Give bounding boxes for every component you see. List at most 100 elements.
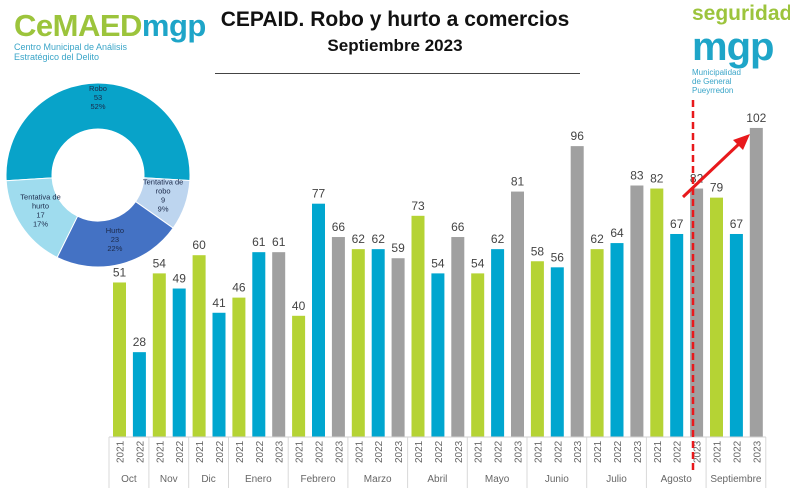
bar-Mayo-2021 bbox=[471, 273, 485, 437]
month-tick-label: Septiembre bbox=[710, 474, 762, 485]
logo-text-cemaed: CeMAED bbox=[14, 8, 142, 43]
logo-text-mgp: mgp bbox=[141, 8, 206, 43]
data-label: 54 bbox=[431, 256, 445, 270]
title-divider bbox=[215, 73, 580, 74]
bar-Dic-2022 bbox=[212, 312, 226, 437]
month-tick-label: Oct bbox=[121, 474, 137, 485]
bar-Julio-2023 bbox=[630, 185, 644, 437]
year-tick-label: 2021 bbox=[116, 440, 127, 463]
year-tick-label: 2022 bbox=[315, 440, 326, 463]
year-tick-label: 2022 bbox=[613, 440, 624, 463]
red-trend-arrow bbox=[681, 141, 742, 199]
year-tick-label: 2022 bbox=[732, 440, 743, 463]
logo-text-seguridad: seguridad bbox=[692, 2, 790, 25]
cemaed-logo: CeMAEDmgp Centro Municipal de Análisis E… bbox=[14, 8, 206, 63]
month-tick-label: Dic bbox=[201, 474, 215, 485]
year-tick-label: 2022 bbox=[434, 440, 445, 463]
data-label: 83 bbox=[630, 169, 644, 183]
bar-Oct-2021 bbox=[113, 282, 126, 437]
logo-sub-3: Pueyrredon bbox=[692, 86, 734, 95]
data-label: 40 bbox=[292, 299, 306, 313]
bar-Agosto-2021 bbox=[650, 188, 664, 437]
month-tick-label: Mayo bbox=[485, 474, 510, 485]
seguridad-mgp-logo: seguridad mgp Municipalidad de General P… bbox=[692, 2, 790, 95]
year-tick-label: 2023 bbox=[633, 440, 644, 463]
year-tick-label: 2021 bbox=[295, 440, 306, 463]
month-tick-label: Junio bbox=[545, 474, 569, 485]
data-label: 60 bbox=[192, 238, 206, 252]
donut-slice-hurto bbox=[56, 200, 174, 268]
bar-Abril-2022 bbox=[431, 273, 445, 437]
bar-Nov-2021 bbox=[152, 273, 166, 437]
year-tick-label: 2021 bbox=[414, 440, 425, 463]
year-tick-label: 2023 bbox=[334, 440, 345, 463]
bar-Enero-2021 bbox=[232, 297, 246, 437]
data-label: 102 bbox=[746, 111, 766, 125]
data-label: 62 bbox=[590, 232, 604, 246]
data-label: 54 bbox=[471, 256, 485, 270]
year-tick-label: 2023 bbox=[394, 440, 405, 463]
donut-label: Hurto 23 22% bbox=[106, 226, 124, 253]
year-tick-label: 2021 bbox=[155, 440, 166, 463]
year-tick-label: 2023 bbox=[454, 440, 465, 463]
year-tick-label: 2023 bbox=[573, 440, 584, 463]
data-label: 66 bbox=[451, 220, 465, 234]
bar-Marzo-2021 bbox=[351, 249, 365, 437]
year-tick-label: 2021 bbox=[195, 440, 206, 463]
donut-label: Tentativa de hurto 17 17% bbox=[20, 193, 60, 229]
data-label: 67 bbox=[670, 217, 684, 231]
data-label: 66 bbox=[332, 220, 346, 234]
donut-label: Robo 53 52% bbox=[89, 84, 107, 111]
year-tick-label: 2021 bbox=[653, 440, 664, 463]
month-tick-label: Nov bbox=[160, 474, 178, 485]
bar-Nov-2022 bbox=[172, 288, 186, 437]
bar-Marzo-2023 bbox=[391, 258, 405, 437]
logo-subtitle-1: Centro Municipal de Análisis bbox=[14, 42, 128, 52]
year-tick-label: 2021 bbox=[713, 440, 724, 463]
year-tick-label: 2023 bbox=[693, 440, 704, 463]
data-label: 61 bbox=[252, 235, 266, 249]
year-tick-label: 2022 bbox=[135, 440, 146, 463]
year-tick-label: 2022 bbox=[255, 440, 266, 463]
year-tick-label: 2023 bbox=[275, 440, 286, 463]
data-label: 64 bbox=[610, 226, 624, 240]
year-tick-label: 2022 bbox=[215, 440, 226, 463]
year-tick-label: 2023 bbox=[514, 440, 525, 463]
month-tick-label: Marzo bbox=[364, 474, 392, 485]
year-tick-label: 2022 bbox=[673, 440, 684, 463]
bar-Febrero-2022 bbox=[312, 203, 325, 437]
data-label: 96 bbox=[571, 129, 585, 143]
data-label: 54 bbox=[153, 256, 167, 270]
year-tick-label: 2022 bbox=[494, 440, 505, 463]
data-label: 79 bbox=[710, 181, 724, 195]
year-tick-label: 2021 bbox=[474, 440, 485, 463]
arrow-head-icon bbox=[733, 134, 750, 150]
data-label: 67 bbox=[730, 217, 744, 231]
data-label: 59 bbox=[391, 241, 405, 255]
bar-Junio-2022 bbox=[550, 267, 564, 437]
donut-label: Tentativa de robo 9 9% bbox=[143, 177, 183, 213]
bar-Septiembre-2022 bbox=[729, 233, 743, 437]
bar-Dic-2021 bbox=[192, 255, 206, 437]
bar-Oct-2022 bbox=[132, 352, 146, 437]
bar-Abril-2023 bbox=[451, 237, 465, 437]
bar-Febrero-2023 bbox=[331, 237, 345, 437]
data-label: 61 bbox=[272, 235, 286, 249]
bar-Enero-2022 bbox=[252, 252, 266, 437]
logo-subtitle-2: Estratégico del Delito bbox=[14, 52, 100, 62]
data-label: 62 bbox=[352, 232, 366, 246]
data-label: 73 bbox=[411, 199, 425, 213]
bar-Agosto-2022 bbox=[670, 233, 684, 437]
year-tick-label: 2021 bbox=[533, 440, 544, 463]
bar-Agosto-2023 bbox=[690, 188, 704, 437]
data-label: 58 bbox=[531, 244, 545, 258]
donut-slice-tentativa-de-hurto bbox=[5, 177, 79, 259]
bar-Marzo-2022 bbox=[371, 249, 385, 437]
data-label: 41 bbox=[212, 296, 226, 310]
data-label: 51 bbox=[113, 265, 127, 279]
bar-Abril-2021 bbox=[411, 215, 425, 437]
bar-Febrero-2021 bbox=[292, 315, 306, 437]
data-label: 77 bbox=[312, 187, 326, 201]
month-tick-label: Agosto bbox=[661, 474, 693, 485]
